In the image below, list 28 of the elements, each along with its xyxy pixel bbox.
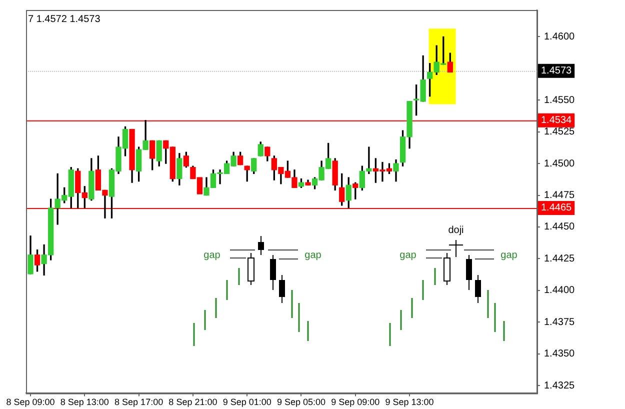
y-tick-label: 1.4350 bbox=[544, 348, 576, 360]
x-tick-label: 8 Sep 21:00 bbox=[168, 397, 218, 408]
y-tick-label: 1.4325 bbox=[544, 380, 576, 392]
chart-title: 7 1.4572 1.4573 bbox=[28, 14, 101, 25]
annotation: gap bbox=[204, 250, 221, 261]
y-tick-label: 1.4550 bbox=[544, 94, 576, 106]
y-tick-label: 1.4375 bbox=[544, 316, 576, 328]
x-tick-label: 9 Sep 09:00 bbox=[331, 397, 380, 408]
x-tick-label: 8 Sep 13:00 bbox=[60, 397, 109, 408]
annotation: gap bbox=[400, 250, 417, 261]
annotation: gap bbox=[304, 250, 322, 261]
y-tick-label: 1.4500 bbox=[544, 158, 576, 170]
ref-line-label: 1.4534 bbox=[541, 115, 572, 126]
annotation: gap bbox=[500, 250, 518, 261]
y-tick-label: 1.4450 bbox=[544, 222, 576, 233]
x-tick-label: 9 Sep 05:00 bbox=[276, 397, 326, 408]
x-tick-label: 8 Sep 17:00 bbox=[114, 397, 164, 408]
ref-line-label: 1.4573 bbox=[541, 66, 572, 77]
y-tick-label: 1.4475 bbox=[544, 190, 576, 202]
x-tick-label: 8 Sep 09:00 bbox=[6, 397, 55, 408]
ref-line-label: 1.4465 bbox=[541, 202, 572, 214]
y-tick-label: 1.4425 bbox=[544, 253, 576, 264]
x-tick-label: 9 Sep 01:00 bbox=[222, 397, 272, 408]
x-tick-label: 9 Sep 13:00 bbox=[385, 397, 434, 408]
y-tick-label: 1.4400 bbox=[544, 285, 576, 296]
y-tick-label: 1.4600 bbox=[544, 31, 576, 42]
annotation: doji bbox=[448, 225, 464, 236]
y-tick-label: 1.4525 bbox=[544, 126, 576, 138]
